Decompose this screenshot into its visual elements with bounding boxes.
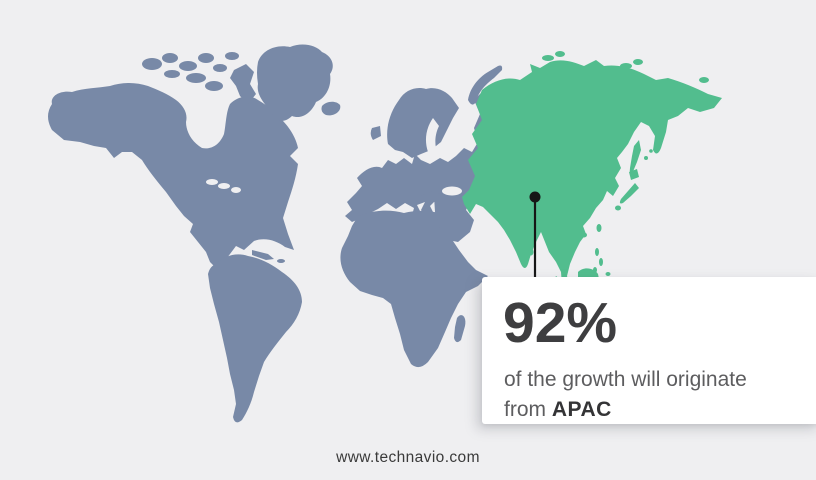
africa — [340, 210, 488, 368]
callout-card: 92% of the growth will originate from AP… — [482, 277, 816, 424]
stat-value: 92% — [503, 291, 618, 355]
greenland — [257, 44, 333, 121]
baffin-island — [230, 64, 256, 104]
iceland — [321, 101, 341, 116]
arctic-green-islands — [542, 51, 709, 160]
novaya-zemlya — [468, 65, 503, 105]
apac-marker-dot — [529, 191, 541, 203]
arctic-archipelago-islands — [142, 52, 239, 91]
stat-region-name: APAC — [551, 398, 612, 421]
stat-description: of the growth will originate from APAC — [504, 365, 812, 425]
madagascar — [454, 315, 466, 343]
anatolia — [420, 191, 443, 202]
ireland — [370, 126, 381, 140]
asia-mainland — [462, 60, 722, 290]
water-overlays — [206, 118, 462, 196]
japan-islands — [615, 169, 639, 211]
footer-website-url: www.technavio.com — [336, 449, 480, 466]
sakhalin — [629, 140, 641, 176]
stat-description-line2-prefix: from — [504, 398, 546, 421]
black-sea — [442, 186, 462, 196]
great-lakes — [206, 179, 241, 193]
apac-highlight-region — [462, 51, 722, 290]
north-america — [48, 83, 298, 268]
stat-description-line1: of the growth will originate — [504, 368, 747, 391]
south-america — [208, 254, 302, 423]
base-continents — [48, 44, 503, 423]
baltic-sea — [425, 118, 439, 156]
scandinavia — [387, 88, 459, 158]
caribbean-islands — [252, 250, 285, 263]
